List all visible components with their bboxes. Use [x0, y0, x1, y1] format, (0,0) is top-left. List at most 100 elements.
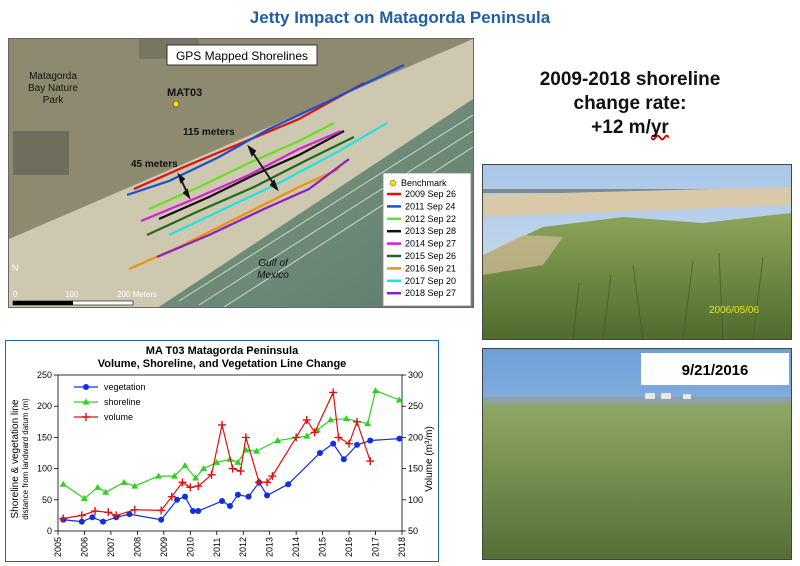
park-label-1: Matagorda [29, 71, 77, 82]
legend-benchmark-icon [389, 179, 397, 187]
vegetation [483, 403, 791, 559]
sand-patch [483, 235, 563, 275]
y-left-tick-label-250: 250 [37, 370, 52, 380]
volume-point-4 [112, 511, 121, 520]
shoreline-point-7 [170, 472, 178, 479]
volume-point-26 [366, 457, 375, 466]
volume-point-11 [207, 470, 216, 479]
shoreline-point-1 [80, 495, 88, 502]
park-label: Matagorda Bay Nature Park [28, 71, 78, 106]
rate-line-2: change rate: [573, 93, 687, 114]
slide-title: Jetty Impact on Matagorda Peninsula [249, 8, 551, 27]
y-left-tick-label-150: 150 [37, 432, 52, 442]
volume-point-22 [329, 388, 338, 397]
legend-label-2016: 2016 Sep 21 [405, 263, 456, 273]
map-heading: GPS Mapped Shorelines [176, 49, 308, 63]
shoreline-point-9 [192, 474, 200, 481]
chart-ylabel-left: Shoreline & vegetation line [10, 399, 21, 518]
vegetation-point-3 [99, 518, 106, 525]
chart-svg: MA T03 Matagorda Peninsula Volume, Shore… [10, 345, 435, 557]
rate-line-1: 2009-2018 shoreline [539, 69, 721, 90]
x-tick-label-2011: 2011 [212, 538, 222, 557]
shoreline-point-16 [274, 437, 282, 444]
scale-label-0: 0 [13, 290, 18, 299]
photo-2016: 9/21/2016 [482, 348, 792, 560]
distance-115-label: 115 meters [183, 127, 235, 138]
vegetation-point-11 [219, 498, 226, 505]
shoreline-point-21 [364, 420, 372, 427]
volume-point-0 [59, 514, 68, 523]
vegetated-dune [483, 213, 791, 339]
y-left-tick-label-200: 200 [37, 401, 52, 411]
vegetation-point-1 [78, 518, 85, 525]
vegetation-point-14 [245, 493, 252, 500]
photo-2016-date: 9/21/2016 [682, 362, 749, 379]
shoreline-2015 [146, 136, 355, 236]
shoreline-point-10 [200, 465, 208, 472]
beach-area [9, 39, 473, 307]
shoreline-point-19 [327, 416, 335, 423]
chart-legend-marker-vegetation [83, 384, 89, 390]
north-arrow: N [12, 263, 19, 273]
shoreline-2009 [133, 82, 365, 191]
vegetation-point-7 [174, 496, 181, 503]
legend-benchmark-label: Benchmark [401, 178, 447, 188]
scale-bar: 0 100 200 Meters [12, 290, 157, 306]
beach [483, 187, 791, 217]
shoreline-2014 [140, 129, 342, 223]
x-tick-label-2015: 2015 [318, 537, 328, 557]
map-legend: Benchmark 2009 Sep 26 2011 Sep 24 2012 Sep… [382, 172, 472, 307]
rate-line-3: +12 m/yr [500, 116, 760, 140]
legend-label-2014: 2014 Sep 27 [405, 239, 456, 249]
shoreline-point-13 [234, 458, 242, 465]
chart-ylabel-left2: distance from landward datum (m) [21, 398, 30, 520]
legend-label-2018: 2018 Sep 27 [405, 288, 456, 298]
scale-label-200: 200 Meters [117, 290, 157, 299]
shoreline-point-0 [59, 480, 67, 487]
vegetation-point-6 [158, 516, 165, 523]
volume-point-8 [178, 478, 187, 487]
y-right-tick-label-100: 100 [408, 495, 423, 505]
y-right-tick-label-150: 150 [408, 464, 423, 474]
map-heading-box [166, 44, 318, 66]
station-label: MAT03 [167, 87, 202, 99]
x-tick-label-2010: 2010 [185, 537, 195, 557]
shoreline-point-11 [213, 458, 221, 465]
x-tick-label-2018: 2018 [397, 537, 407, 557]
legend-label-2009: 2009 Sep 26 [405, 189, 456, 199]
arrow-45-head-b [182, 188, 191, 200]
shoreline-point-2 [94, 483, 102, 490]
x-tick-label-2006: 2006 [79, 537, 89, 557]
chart-subtitle: Volume, Shoreline, and Vegetation Line C… [98, 358, 347, 370]
shoreline-map: GPS Mapped Shorelines Matagorda Bay Natu… [8, 38, 474, 308]
volume-point-23 [334, 433, 343, 442]
y-right-tick-label-250: 250 [408, 401, 423, 411]
y-left-tick-label-100: 100 [37, 464, 52, 474]
x-tick-label-2005: 2005 [53, 537, 63, 557]
y-left-tick-label-50: 50 [42, 495, 52, 505]
vegetation-point-22 [367, 437, 374, 444]
shoreline-point-3 [102, 488, 110, 495]
volume-point-2 [91, 507, 100, 516]
water-label-2: Mexico [257, 270, 289, 281]
volume-point-16 [255, 478, 264, 487]
date-box [641, 353, 789, 385]
shoreline-point-5 [131, 482, 139, 489]
shoreline-point-15 [252, 447, 260, 454]
scale-bar-segment [13, 301, 73, 305]
volume-point-13 [228, 464, 237, 473]
shoreline-point-22 [372, 387, 380, 394]
volume-point-17 [263, 478, 272, 487]
x-tick-label-2012: 2012 [238, 537, 248, 557]
vegetation-point-16 [264, 492, 271, 499]
volume-point-14 [236, 467, 245, 476]
chart-legend-label-shoreline: shoreline [104, 397, 141, 407]
vegetation-point-5 [126, 511, 133, 518]
scale-label-100: 100 [65, 290, 79, 299]
shoreline-point-20 [342, 415, 350, 422]
volume-point-18 [268, 472, 277, 481]
benchmark-marker [172, 100, 180, 108]
volume-point-19 [292, 433, 301, 442]
volume-point-20 [302, 415, 311, 424]
shoreline-point-8 [181, 461, 189, 468]
